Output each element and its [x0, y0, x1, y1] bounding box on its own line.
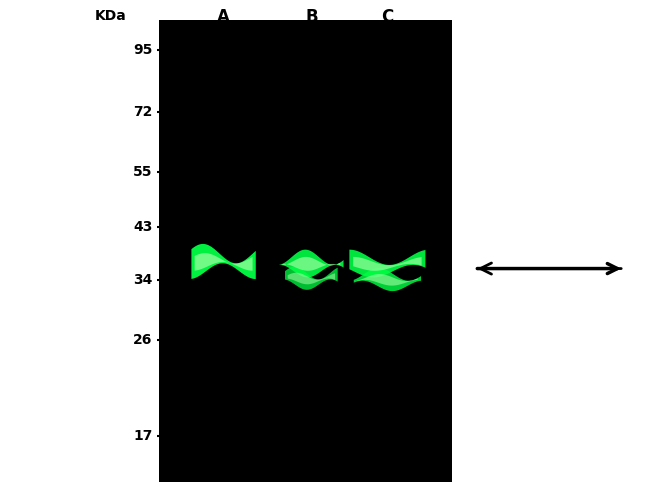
Polygon shape	[191, 244, 255, 279]
Polygon shape	[354, 268, 421, 291]
Polygon shape	[194, 253, 253, 271]
Bar	[159, 20, 452, 482]
Text: 17: 17	[133, 429, 153, 443]
Text: 43: 43	[133, 220, 153, 235]
Text: B: B	[305, 8, 318, 26]
Polygon shape	[288, 273, 335, 284]
Text: A: A	[217, 8, 230, 26]
Text: C: C	[382, 8, 393, 26]
Polygon shape	[280, 249, 343, 277]
Text: 95: 95	[133, 43, 153, 57]
Text: KDa: KDa	[95, 9, 127, 23]
Polygon shape	[285, 267, 338, 290]
Text: 34: 34	[133, 273, 153, 287]
Polygon shape	[282, 257, 341, 271]
Polygon shape	[357, 274, 418, 285]
Polygon shape	[353, 257, 422, 271]
Text: 26: 26	[133, 333, 153, 347]
Text: 55: 55	[133, 165, 153, 179]
Polygon shape	[350, 249, 425, 277]
Text: 72: 72	[133, 105, 153, 119]
